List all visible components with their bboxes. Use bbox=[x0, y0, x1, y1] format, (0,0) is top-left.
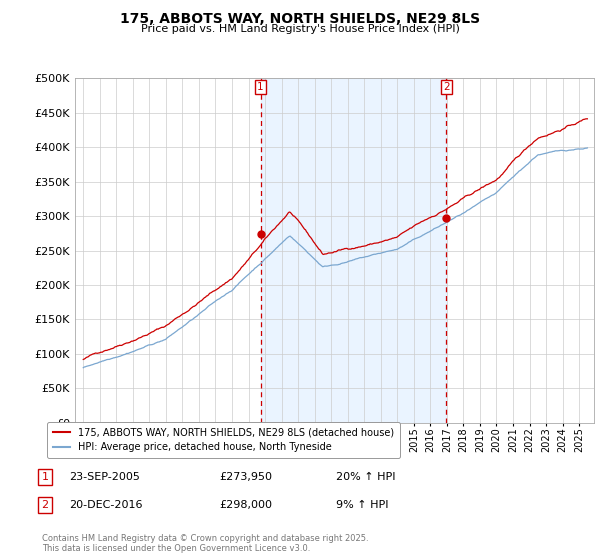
Text: 1: 1 bbox=[41, 472, 49, 482]
Text: 23-SEP-2005: 23-SEP-2005 bbox=[69, 472, 140, 482]
Text: 2: 2 bbox=[443, 82, 450, 92]
Text: 20% ↑ HPI: 20% ↑ HPI bbox=[336, 472, 395, 482]
Text: 2: 2 bbox=[41, 500, 49, 510]
Text: 9% ↑ HPI: 9% ↑ HPI bbox=[336, 500, 389, 510]
Text: 20-DEC-2016: 20-DEC-2016 bbox=[69, 500, 143, 510]
Text: Contains HM Land Registry data © Crown copyright and database right 2025.
This d: Contains HM Land Registry data © Crown c… bbox=[42, 534, 368, 553]
Text: Price paid vs. HM Land Registry's House Price Index (HPI): Price paid vs. HM Land Registry's House … bbox=[140, 24, 460, 34]
Text: £298,000: £298,000 bbox=[219, 500, 272, 510]
Text: £273,950: £273,950 bbox=[219, 472, 272, 482]
Legend: 175, ABBOTS WAY, NORTH SHIELDS, NE29 8LS (detached house), HPI: Average price, d: 175, ABBOTS WAY, NORTH SHIELDS, NE29 8LS… bbox=[47, 422, 400, 458]
Text: 1: 1 bbox=[257, 82, 264, 92]
Text: 175, ABBOTS WAY, NORTH SHIELDS, NE29 8LS: 175, ABBOTS WAY, NORTH SHIELDS, NE29 8LS bbox=[120, 12, 480, 26]
Bar bbox=[260, 78, 446, 423]
